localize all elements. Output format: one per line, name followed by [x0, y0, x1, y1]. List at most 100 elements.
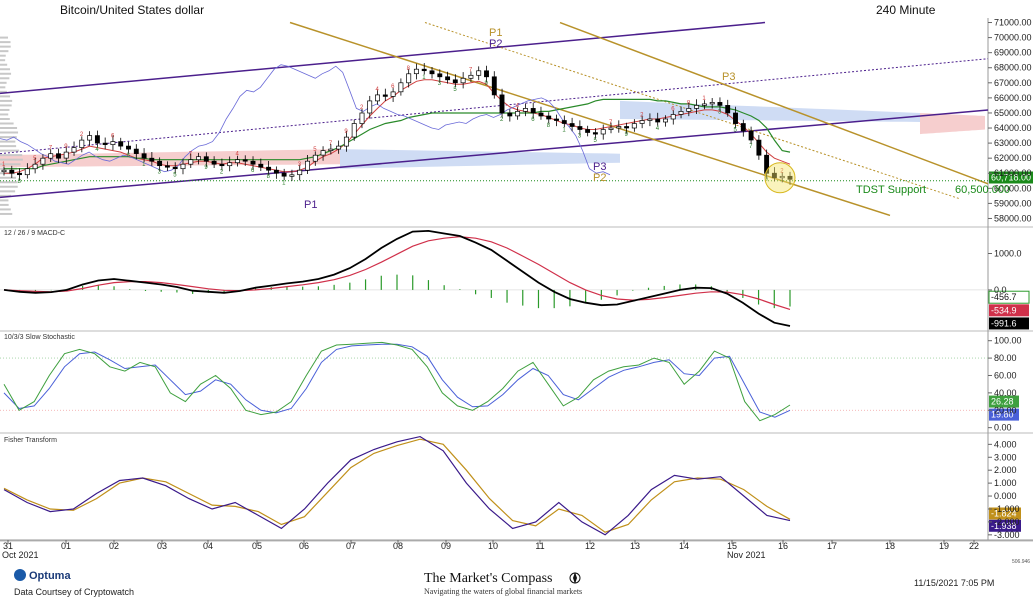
- candle-body: [733, 112, 738, 124]
- candle-body: [779, 175, 785, 179]
- candle-body: [592, 132, 598, 135]
- candle-body: [647, 118, 653, 121]
- td-count-label: 7: [749, 144, 753, 150]
- candle-body: [748, 130, 754, 141]
- candle-body: [56, 153, 61, 159]
- td-count-label: 5: [734, 128, 738, 134]
- stochastic-panel: 26.28 19.80: [0, 341, 1019, 422]
- price-y-tick-label: 59000.00: [994, 198, 1032, 208]
- macd-value-box: [989, 304, 1029, 317]
- candle-body: [491, 76, 497, 96]
- last-price-box: [989, 171, 1033, 184]
- lagging-span-line: [0, 64, 611, 176]
- x-tick-label: 19: [939, 541, 949, 551]
- candle-body: [63, 151, 69, 159]
- candle-body: [1, 169, 7, 173]
- td-count-label: 9: [344, 129, 348, 135]
- stoch-y-tick-label: 20.00: [994, 405, 1017, 415]
- fisher-value-box: [989, 519, 1021, 532]
- td-count-label: 1: [2, 162, 6, 168]
- candle-body: [406, 73, 412, 84]
- candle-body: [686, 108, 692, 112]
- stoch-k-line: [3, 341, 791, 422]
- x-tick-label: 01: [61, 541, 71, 551]
- stoch-value-box: [989, 408, 1019, 421]
- channel-lower-line: [0, 109, 989, 199]
- macd-value-box: [988, 290, 1030, 304]
- candle-body: [172, 166, 178, 170]
- x-tick-label: 09: [441, 541, 451, 551]
- candle-body: [717, 102, 723, 106]
- td-count-label: 2: [360, 105, 364, 111]
- price-y-tick-label: 58000.00: [994, 213, 1032, 223]
- macd-value-box: [989, 317, 1029, 330]
- td-count-label: 2: [220, 170, 224, 176]
- candle-body: [133, 148, 139, 154]
- channel-median-line: [0, 58, 989, 155]
- channel-upper-line: [0, 21, 766, 95]
- td-count-label: 3: [718, 109, 722, 115]
- macd-value-label: -991.6: [991, 318, 1017, 328]
- td-count-label: 6: [111, 134, 115, 140]
- x-tick-label: 18: [885, 541, 895, 551]
- price-y-tick-label: 63000.00: [994, 138, 1032, 148]
- tdst-support-label: TDST Support: [856, 184, 926, 196]
- candle-body: [48, 153, 54, 159]
- pivot-annotation: P3: [722, 71, 735, 83]
- macd-line: [3, 229, 791, 327]
- td-count-label: 2: [640, 112, 644, 118]
- td-count-label: 8: [267, 174, 271, 180]
- td-count-label: 5: [173, 173, 177, 179]
- candle-body: [600, 129, 606, 135]
- candle-body: [40, 157, 46, 165]
- candle-body: [694, 105, 700, 109]
- x-tick-label: 31: [3, 541, 13, 551]
- candle-body: [289, 174, 295, 177]
- x-tick-label: 22: [969, 541, 979, 551]
- macd-y-tick-label: 0.0: [994, 285, 1007, 295]
- candle-body: [522, 108, 528, 112]
- td-count-label: 9: [484, 81, 488, 87]
- td-count-label: 1: [282, 180, 286, 186]
- interval-label: 240 Minute: [876, 3, 936, 17]
- fisher-trigger-line: [3, 438, 791, 533]
- td-count-label: 5: [33, 156, 37, 162]
- highlight-circle: [764, 162, 796, 194]
- candle-body: [639, 120, 645, 124]
- candle-body: [297, 169, 303, 176]
- x-month-label-oct: Oct 2021: [2, 550, 39, 560]
- candle-body: [211, 160, 217, 165]
- candle-body: [164, 165, 170, 168]
- candle-body: [219, 163, 225, 167]
- candle-body: [678, 111, 684, 115]
- fisher-y-tick-label: 0.000: [994, 491, 1017, 501]
- fisher-y-tick-label: -2.000: [994, 517, 1020, 527]
- candle-body: [196, 156, 201, 161]
- timestamp: 11/15/2021 7:05 PM: [914, 578, 994, 588]
- candle-body: [24, 168, 30, 176]
- candle-body: [569, 123, 575, 127]
- td-count-label: 4: [656, 126, 660, 132]
- candle-body: [110, 141, 116, 145]
- candle-body: [771, 172, 777, 179]
- td-count-label: 6: [251, 168, 255, 174]
- td-count-label: 2: [80, 132, 84, 138]
- candle-body: [266, 166, 272, 171]
- x-month-label-nov: Nov 2021: [727, 550, 766, 560]
- td-count-label: 5: [593, 138, 597, 144]
- candle-body: [32, 163, 38, 170]
- candle-body: [9, 169, 15, 174]
- candle-body: [670, 114, 676, 120]
- fisher-y-tick-label: -1.000: [994, 504, 1020, 514]
- candle-body: [538, 112, 544, 117]
- x-tick-label: 08: [393, 541, 403, 551]
- chart-title: Bitcoin/United States dollar: [60, 3, 204, 17]
- macd-y-tick-label: 1000.0: [994, 249, 1022, 259]
- x-tick-label: 11: [535, 541, 544, 551]
- candle-body: [515, 111, 521, 117]
- candle-body: [585, 129, 591, 133]
- candle-body: [149, 157, 155, 162]
- x-tick-label: 15: [727, 541, 737, 551]
- x-tick-label: 17: [827, 541, 837, 551]
- td-count-label: 9: [204, 165, 208, 171]
